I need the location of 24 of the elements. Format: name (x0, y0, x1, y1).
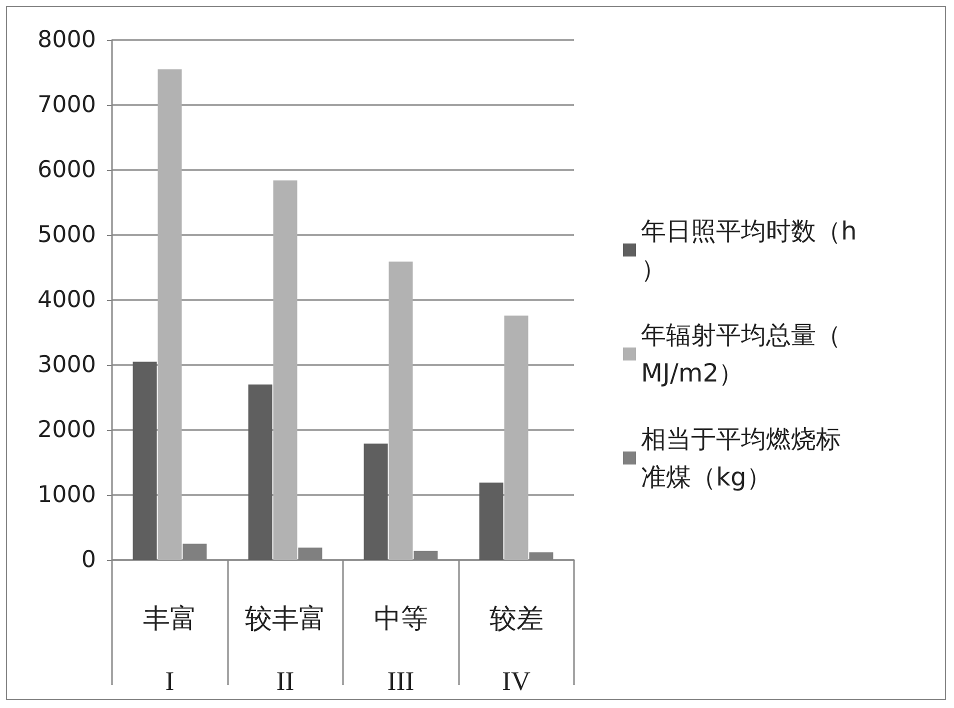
y-tick-label: 6000 (37, 157, 96, 183)
x-tick-label: 较丰富 II (244, 604, 326, 696)
bar (273, 180, 298, 560)
legend-label: 年日照平均时数（h） (641, 216, 857, 284)
y-tick-label: 4000 (37, 287, 96, 313)
y-tick-label: 7000 (37, 92, 96, 118)
bar (504, 316, 528, 560)
x-tick-label: 中等 III (374, 604, 428, 696)
bar (132, 362, 157, 560)
bar (479, 482, 504, 560)
y-tick-label: 1000 (37, 482, 96, 508)
bar (248, 384, 272, 560)
y-tick-label: 5000 (37, 222, 96, 248)
y-tick-label: 8000 (37, 27, 96, 53)
y-tick-label: 0 (81, 547, 96, 573)
y-tick-label: 2000 (37, 417, 96, 443)
y-tick-label: 3000 (37, 352, 96, 378)
legend-label: 年辐射平均总量（MJ/m2） (641, 320, 841, 388)
x-tick-label: 丰富 I (142, 604, 197, 696)
legend-label: 相当于平均燃烧标准煤（kg） (641, 424, 841, 492)
x-tick-label: 较差 IV (489, 604, 544, 696)
bar (364, 444, 388, 560)
bar (158, 69, 182, 560)
bar (388, 262, 413, 560)
